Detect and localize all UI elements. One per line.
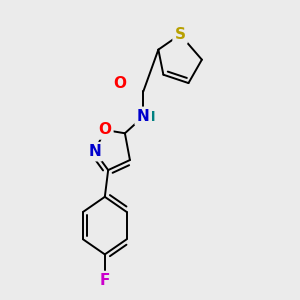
Text: O: O xyxy=(113,76,126,91)
Text: N: N xyxy=(88,144,101,159)
Text: H: H xyxy=(143,110,155,124)
Text: N: N xyxy=(137,109,150,124)
Text: S: S xyxy=(175,27,186,42)
Text: N: N xyxy=(137,109,150,124)
Text: O: O xyxy=(98,122,111,137)
Text: F: F xyxy=(100,273,110,288)
